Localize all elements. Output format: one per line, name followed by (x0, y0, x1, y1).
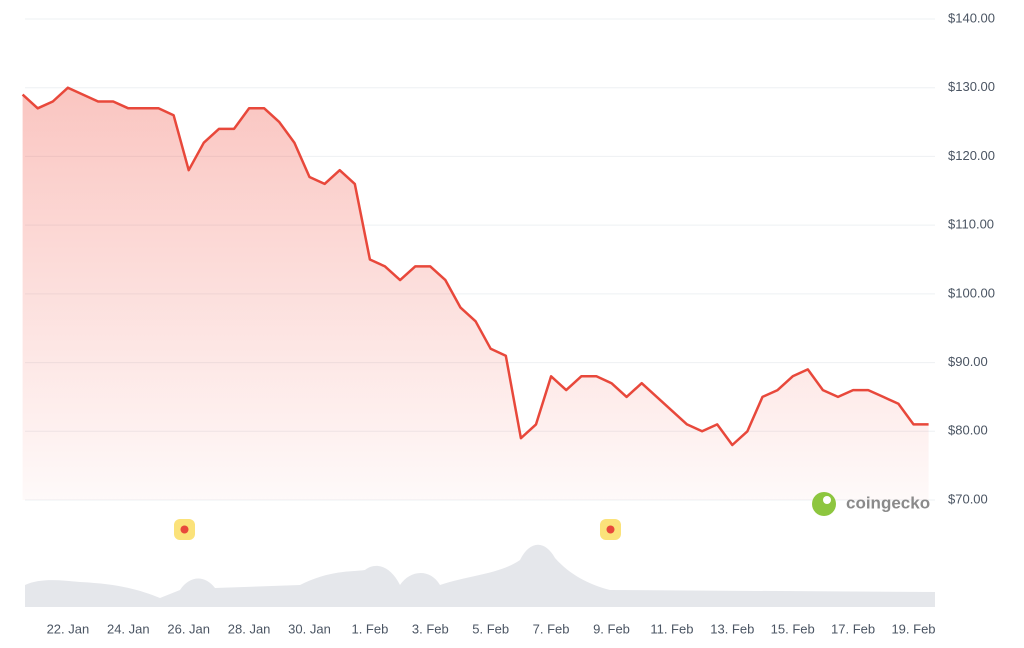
y-tick-label: $140.00 (948, 10, 995, 25)
event-badge (174, 519, 195, 540)
x-tick-label: 24. Jan (107, 621, 150, 636)
x-tick-label: 5. Feb (472, 621, 509, 636)
volume-area (25, 544, 935, 607)
x-tick-label: 15. Feb (771, 621, 815, 636)
y-tick-label: $80.00 (948, 423, 988, 438)
x-tick-label: 9. Feb (593, 621, 630, 636)
x-tick-label: 7. Feb (533, 621, 570, 636)
watermark-logo (812, 492, 836, 516)
x-tick-label: 28. Jan (228, 621, 271, 636)
y-tick-label: $90.00 (948, 354, 988, 369)
x-tick-label: 19. Feb (891, 621, 935, 636)
y-tick-label: $70.00 (948, 491, 988, 506)
x-tick-label: 17. Feb (831, 621, 875, 636)
x-tick-label: 26. Jan (167, 621, 210, 636)
y-tick-label: $120.00 (948, 148, 995, 163)
watermark: coingecko (846, 493, 930, 512)
event-badge (600, 519, 621, 540)
y-tick-label: $100.00 (948, 285, 995, 300)
x-tick-label: 11. Feb (650, 621, 693, 636)
x-tick-label: 30. Jan (288, 621, 331, 636)
y-tick-label: $130.00 (948, 79, 995, 94)
x-tick-label: 1. Feb (351, 621, 388, 636)
y-tick-label: $110.00 (948, 217, 994, 232)
price-line (21, 86, 929, 447)
x-tick-label: 13. Feb (710, 621, 754, 636)
x-tick-label: 3. Feb (412, 621, 449, 636)
x-tick-label: 22. Jan (47, 621, 90, 636)
area (22, 87, 929, 500)
